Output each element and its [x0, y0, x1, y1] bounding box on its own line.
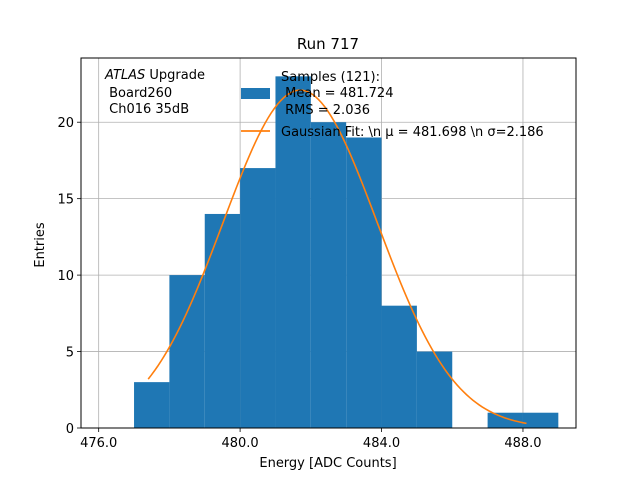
- y-axis-label: Entries: [33, 222, 48, 268]
- annotation-line-1: ATLAS Upgrade: [104, 68, 205, 83]
- histogram-bar: [134, 382, 170, 428]
- legend-hist-line-1: Samples (121):: [281, 70, 380, 85]
- annotation-upgrade: Upgrade: [145, 68, 205, 83]
- atlas-annotation: ATLAS Upgrade Board260 Ch016 35dB: [104, 68, 205, 117]
- y-tick-label: 0: [66, 422, 74, 437]
- annotation-line-3: Ch016 35dB: [105, 102, 189, 117]
- histogram-bar: [169, 275, 205, 428]
- x-axis-ticks: 476.0 480.0 484.0 488.0: [80, 428, 542, 451]
- legend-hist-line-2: Mean = 481.724: [281, 86, 393, 101]
- histogram-bar: [416, 351, 453, 428]
- histogram-bar: [204, 213, 241, 428]
- annotation-line-2: Board260: [105, 86, 172, 101]
- histogram-bar: [240, 168, 276, 428]
- gaussian-fit: [147, 89, 527, 425]
- y-tick-label: 5: [66, 346, 74, 361]
- x-tick-label: 476.0: [80, 436, 117, 451]
- histogram-bars: [134, 76, 559, 428]
- histogram-bar: [310, 122, 347, 428]
- histogram-bar: [487, 412, 523, 428]
- annotation-atlas: ATLAS: [104, 68, 145, 83]
- x-axis-label: Energy [ADC Counts]: [259, 456, 396, 471]
- histogram-bar: [522, 412, 559, 428]
- x-tick-label: 484.0: [363, 436, 400, 451]
- y-tick-label: 10: [57, 269, 74, 284]
- y-tick-label: 20: [57, 116, 74, 131]
- legend-hist-line-3: RMS = 2.036: [281, 103, 370, 118]
- x-tick-label: 488.0: [504, 436, 541, 451]
- fit-curve: [147, 89, 527, 425]
- y-tick-label: 15: [57, 193, 74, 208]
- histogram-bar: [346, 137, 382, 428]
- histogram-bar: [381, 305, 417, 428]
- legend: Samples (121): Mean = 481.724 RMS = 2.03…: [241, 70, 544, 140]
- legend-fit-label: Gaussian Fit: \n μ = 481.698 \n σ=2.186: [281, 125, 544, 140]
- plot-frame: [80, 57, 577, 429]
- y-axis-ticks: 0 5 10 15 20: [57, 116, 81, 437]
- x-tick-label: 480.0: [221, 436, 258, 451]
- histogram-bar: [275, 76, 311, 428]
- legend-hist-swatch: [241, 88, 270, 99]
- chart-title: Run 717: [297, 35, 359, 53]
